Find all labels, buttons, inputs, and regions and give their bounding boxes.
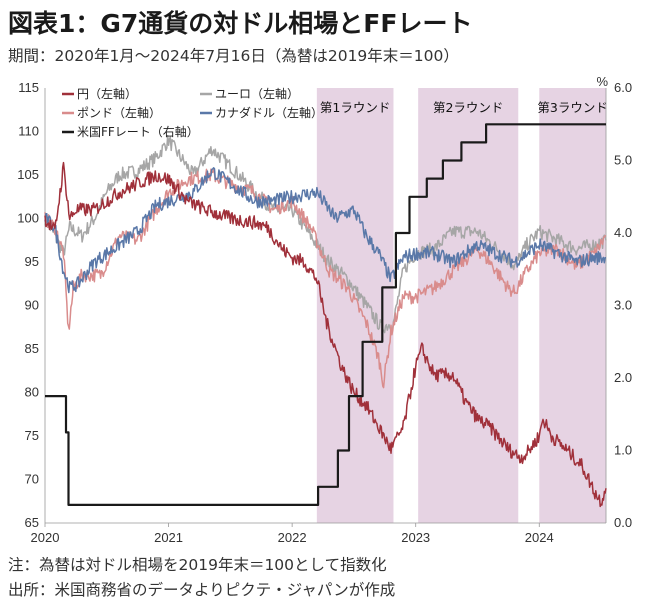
series-line-cad <box>44 167 606 294</box>
round-label-2: 第2ラウンド <box>433 100 503 115</box>
round-band-3 <box>539 88 606 523</box>
left-tick-label: 100 <box>17 211 39 226</box>
left-tick-label: 115 <box>18 80 39 95</box>
series-line-pound <box>44 168 606 389</box>
right-tick-label: 6.0 <box>614 80 632 95</box>
series-line-yen <box>44 161 607 508</box>
left-tick-label: 95 <box>25 254 39 269</box>
left-tick-label: 70 <box>25 472 39 487</box>
x-tick-label: 2021 <box>154 530 183 545</box>
right-tick-label: 3.0 <box>614 298 632 313</box>
right-tick-label: 1.0 <box>614 443 632 458</box>
legend-label-euro: ユーロ（左軸） <box>215 86 299 101</box>
left-tick-label: 80 <box>25 385 39 400</box>
x-tick-label: 2020 <box>31 530 60 545</box>
right-tick-label: 5.0 <box>614 153 632 168</box>
left-tick-label: 90 <box>25 298 39 313</box>
right-axis-unit: % <box>596 74 608 89</box>
round-label-1: 第1ラウンド <box>320 100 390 115</box>
left-tick-label: 110 <box>18 124 39 139</box>
left-tick-label: 105 <box>17 167 39 182</box>
left-tick-label: 65 <box>25 515 39 530</box>
right-tick-label: 2.0 <box>614 370 632 385</box>
x-tick-label: 2023 <box>401 530 430 545</box>
legend-label-yen: 円（左軸） <box>77 86 137 101</box>
legend-label-cad: カナダドル（左軸） <box>215 105 323 120</box>
round-label-3: 第3ラウンド <box>537 100 607 115</box>
x-tick-label: 2024 <box>525 530 554 545</box>
chart-title: 図表1：G7通貨の対ドル相場とFFレート <box>8 9 473 38</box>
chart-subtitle: 期間：2020年1月～2024年7月16日（為替は2019年末＝100） <box>8 47 459 65</box>
chart-note: 注：為替は対ドル相場を2019年末＝100として指数化 <box>8 556 387 574</box>
right-tick-label: 4.0 <box>614 225 632 240</box>
chart-source: 出所：米国商務省のデータよりピクテ・ジャパンが作成 <box>8 581 396 599</box>
round-band-1 <box>316 88 394 523</box>
series-line-ff <box>45 123 606 506</box>
x-tick-label: 2022 <box>278 530 307 545</box>
legend-label-ff: 米国FFレート（右軸） <box>77 124 199 139</box>
round-band-2 <box>418 88 519 523</box>
right-tick-label: 0.0 <box>614 515 632 530</box>
left-tick-label: 75 <box>25 428 39 443</box>
left-tick-label: 85 <box>25 341 39 356</box>
legend-label-pound: ポンド（左軸） <box>77 105 161 120</box>
